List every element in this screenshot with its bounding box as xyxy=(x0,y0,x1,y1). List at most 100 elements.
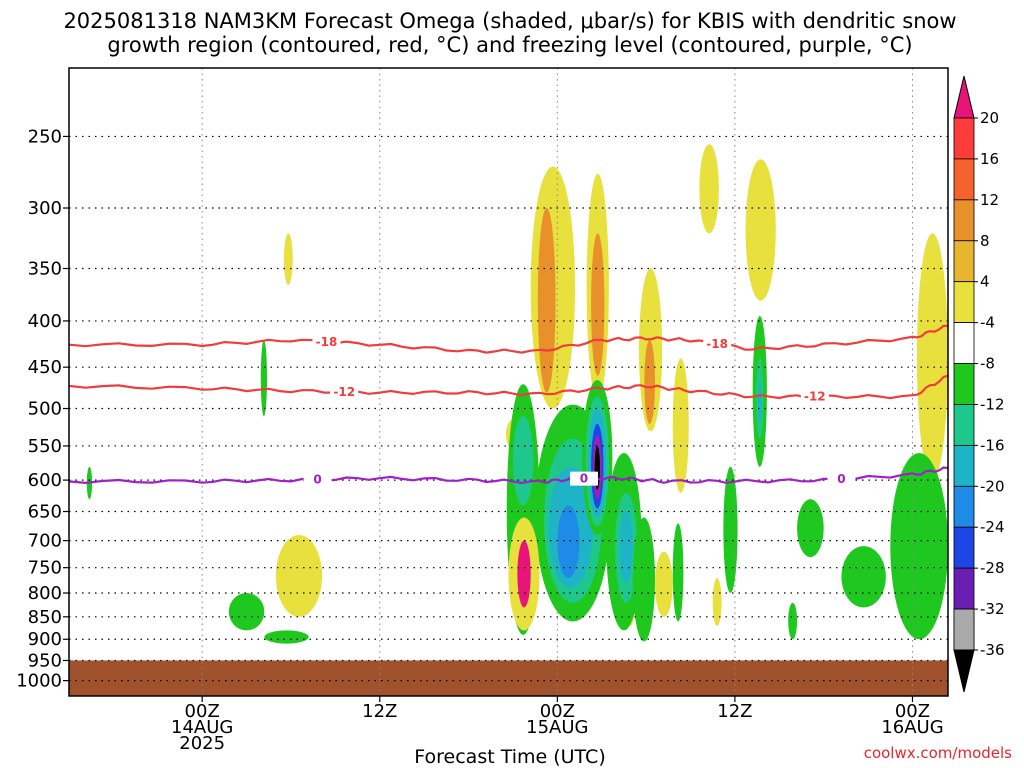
x-tick-label: 12Z xyxy=(717,701,752,722)
ground-layer xyxy=(69,660,948,696)
colorbar-swatch xyxy=(953,444,975,487)
colorbar-label: 4 xyxy=(980,273,990,291)
omega-region xyxy=(723,466,738,594)
colorbar-label: 16 xyxy=(980,150,999,168)
omega-region xyxy=(283,233,293,285)
colorbar-swatch xyxy=(953,567,975,610)
colorbar-swatch xyxy=(953,363,975,405)
colorbar-top-cap xyxy=(953,75,975,119)
omega-region xyxy=(542,268,552,368)
omega-region xyxy=(655,551,673,617)
ground-fill xyxy=(69,660,948,696)
grid xyxy=(69,68,948,696)
frame-border xyxy=(68,67,949,697)
colorbar-label: -32 xyxy=(980,600,1005,618)
contour-label: -18 xyxy=(316,335,338,349)
colorbar-swatch xyxy=(953,117,975,160)
y-tick-label: 450 xyxy=(28,357,62,378)
colorbar-label: -28 xyxy=(980,559,1005,577)
y-tick-label: 1000 xyxy=(16,671,62,692)
x-axis-label: Forecast Time (UTC) xyxy=(414,746,605,768)
contour-label-bg xyxy=(303,472,332,487)
contour-label: -18 xyxy=(706,337,728,351)
colorbar: 20 16 12 8 4 -4 -8 -12 -16 -20 -24 -28 -32 -36 xyxy=(953,75,1005,693)
contour-label-bg xyxy=(703,337,732,352)
y-axis-ticks: 2503003504004505005506006507007508008509… xyxy=(16,126,69,692)
y-tick-label: 650 xyxy=(28,502,62,523)
y-tick-label: 400 xyxy=(28,311,62,332)
colorbar-swatch xyxy=(953,281,975,324)
contour-label: 0 xyxy=(313,472,321,486)
x-tick-label: 00Z xyxy=(185,701,220,722)
x-tick-label: 15AUG xyxy=(526,717,588,738)
colorbar-label: -20 xyxy=(980,477,1005,495)
plot-frame xyxy=(68,67,949,697)
plot-background xyxy=(69,68,948,696)
omega-region xyxy=(644,340,655,424)
colorbar-label: 8 xyxy=(980,232,990,250)
y-tick-label: 600 xyxy=(28,470,62,491)
omega-region xyxy=(264,630,309,644)
y-tick-label: 800 xyxy=(28,583,62,604)
plot-area xyxy=(69,68,948,696)
chart-title-line-1: 2025081318 NAM3KM Forecast Omega (shaded… xyxy=(63,9,956,33)
colorbar-bottom-cap xyxy=(953,649,975,693)
y-tick-label: 250 xyxy=(28,126,62,147)
colorbar-swatch xyxy=(953,404,975,446)
omega-region xyxy=(260,340,267,417)
credit-text: coolwx.com/models xyxy=(864,744,1012,762)
y-tick-label: 500 xyxy=(28,399,62,420)
colorbar-label: 12 xyxy=(980,191,999,209)
y-tick-label: 550 xyxy=(28,436,62,457)
omega-region xyxy=(797,499,824,558)
omega-region xyxy=(557,505,580,579)
colorbar-label: -8 xyxy=(980,355,995,373)
contour-label: -12 xyxy=(804,390,826,404)
colorbar-label: -24 xyxy=(980,518,1005,536)
omega-region-max xyxy=(517,540,531,608)
colorbar-swatch xyxy=(953,199,975,242)
y-tick-label: 850 xyxy=(28,607,62,628)
colorbar-label: -16 xyxy=(980,436,1005,454)
y-tick-label: 750 xyxy=(28,558,62,579)
colorbar-swatch xyxy=(953,158,975,201)
colorbar-label: -12 xyxy=(980,395,1005,413)
y-tick-label: 350 xyxy=(28,259,62,280)
contour-label-bg xyxy=(569,471,598,486)
contour-line--18 xyxy=(68,324,949,354)
colorbar-label: -36 xyxy=(980,641,1005,659)
omega-region xyxy=(228,593,265,631)
colorbar-swatch xyxy=(953,322,975,364)
colorbar-swatch xyxy=(953,526,975,569)
omega-region xyxy=(512,416,534,506)
omega-region xyxy=(275,534,323,617)
contour-label: 0 xyxy=(580,472,588,486)
y-tick-label: 700 xyxy=(28,531,62,552)
colorbar-label: 20 xyxy=(980,109,999,127)
contour-label-bg xyxy=(312,334,341,349)
colorbar-swatch xyxy=(953,240,975,283)
x-tick-label: 00Z xyxy=(540,701,575,722)
x-tick-label: 16AUG xyxy=(881,717,943,738)
omega-region xyxy=(672,523,684,622)
omega-region xyxy=(788,602,798,640)
omega-region xyxy=(632,517,655,642)
contour-label: 0 xyxy=(837,472,845,486)
omega-region xyxy=(672,358,689,493)
contour-label-bg xyxy=(827,472,856,487)
y-tick-label: 900 xyxy=(28,629,62,650)
omega-region xyxy=(757,384,762,421)
omega-region xyxy=(916,233,948,481)
omega-region xyxy=(890,453,948,640)
omega-shading xyxy=(86,144,948,644)
contours: -18 -18 -12 -12 0 0 0 xyxy=(68,324,949,487)
x-tick-label: 14AUG xyxy=(171,717,233,738)
contour-label-bg xyxy=(800,389,829,404)
omega-region xyxy=(595,279,601,341)
x-tick-label: 2025 xyxy=(179,733,225,754)
colorbar-swatch xyxy=(953,485,975,528)
colorbar-swatch xyxy=(953,608,975,651)
chart-title-line-2: growth region (contoured, red, °C) and f… xyxy=(107,33,912,57)
